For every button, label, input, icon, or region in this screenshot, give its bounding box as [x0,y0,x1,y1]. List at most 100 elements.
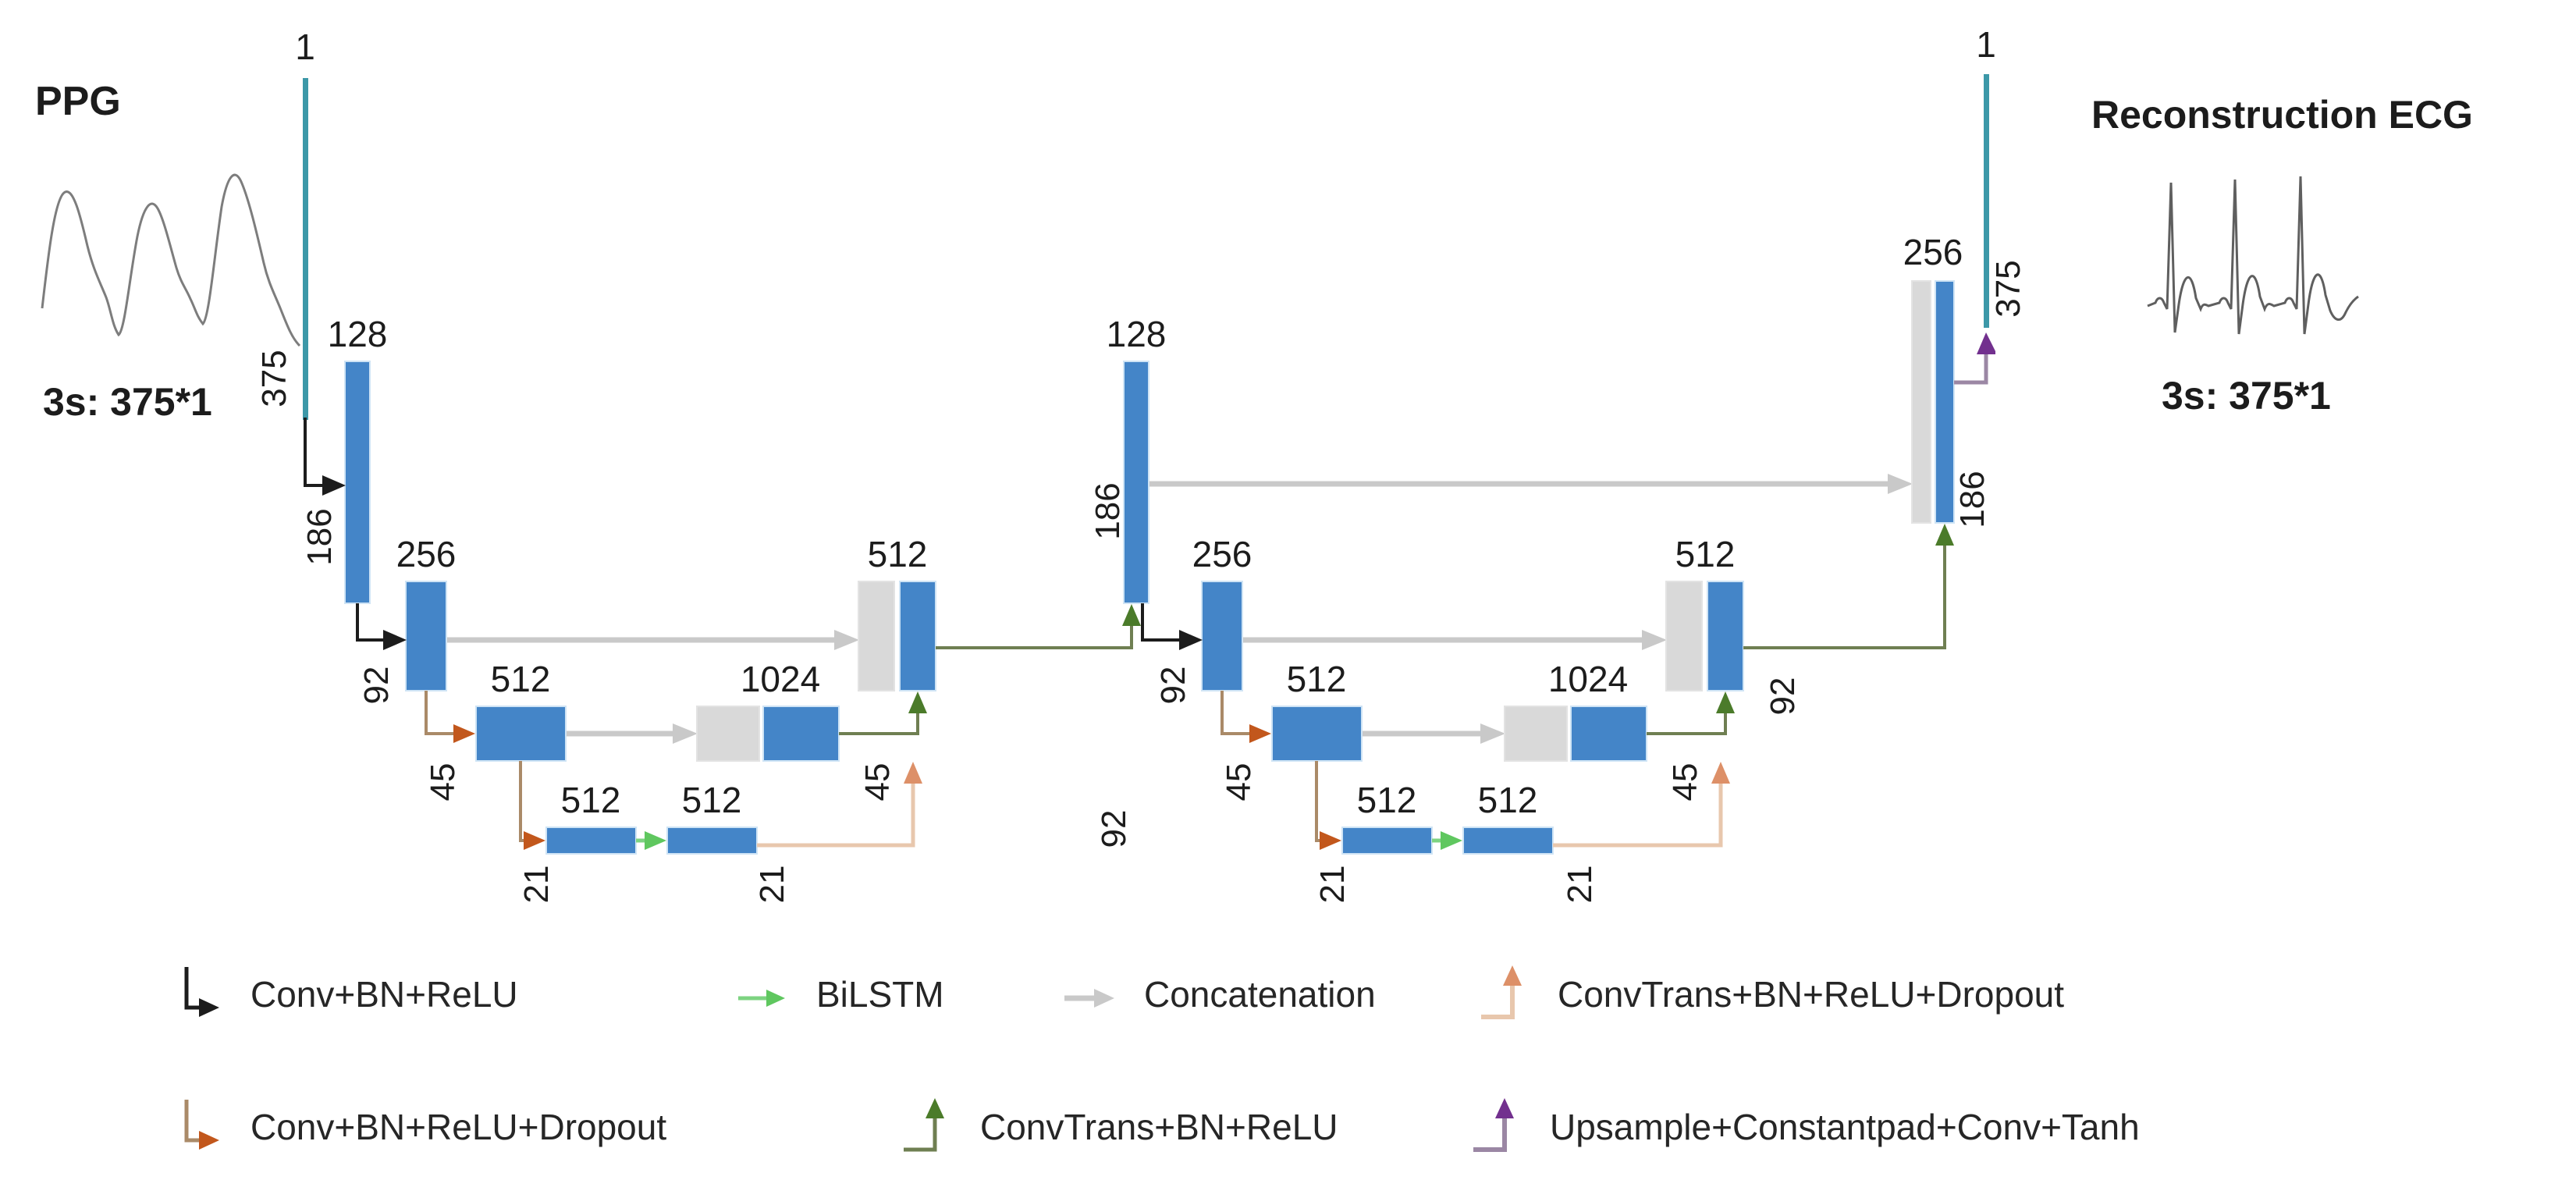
block-u2-dec-512-concat [1665,581,1703,691]
length-label: 92 [1764,677,1802,716]
elbow-up-darkgreen-icon [904,1098,944,1152]
block-u1-enc-128 [344,361,371,604]
length-label: 186 [1953,471,1992,528]
block-u1-dec-512 [899,581,936,691]
block-u1-enc-512 [475,706,567,762]
convtrans-arrow-u2-186 [1743,524,1954,649]
channels-label: 512 [560,780,621,820]
block-u2-dec-256-concat [1911,280,1931,524]
convtrans-dropout-arrows [757,762,1730,848]
channels-label: 512 [867,534,928,574]
block-u2-bottom-512-a [1341,827,1433,855]
concatenation-arrows [446,474,1913,744]
length-label: 21 [1561,865,1599,904]
block-u2-dec-1024 [1570,706,1647,762]
length-label: 45 [1220,763,1258,802]
conv-bn-relu-arrows [304,418,1203,650]
ecg-waveform [2147,176,2359,335]
channels-label: 128 [327,314,388,354]
legend-label: ConvTrans+BN+ReLU+Dropout [1558,974,2065,1015]
length-label: 45 [1666,763,1704,802]
conv-dropout-arrow-u1-1 [425,691,475,743]
legend-item-upsample-constantpad-conv-tanh: Upsample+Constantpad+Conv+Tanh [1467,1091,2140,1163]
legend-item-convtrans-bn-relu-dropout: ConvTrans+BN+ReLU+Dropout [1475,958,2064,1030]
elbow-up-purple-icon [1473,1098,1514,1152]
input-signal-line [303,78,308,420]
length-label: 45 [858,763,897,802]
block-u2-enc-256 [1201,581,1243,691]
block-u2-bottom-512-b [1462,827,1554,855]
legend-item-concatenation: Concatenation [1061,958,1376,1030]
channels-label: 512 [1286,659,1347,699]
channels-label: 512 [1356,780,1417,820]
channels-label: 512 [681,780,742,820]
length-label: 186 [1089,482,1127,540]
block-u1-bottom-512-a [545,827,637,855]
legend-label: Conv+BN+ReLU+Dropout [250,1107,667,1147]
channels-label: 256 [1903,232,1963,272]
legend-label: BiLSTM [816,974,944,1015]
legend-item-conv-bn-relu-dropout: Conv+BN+ReLU+Dropout [168,1091,666,1163]
elbow-up-tan-icon [1481,965,1522,1019]
block-u1-bottom-512-b [666,827,758,855]
length-label: 375 [255,350,293,407]
elbow-right-black-icon [184,967,219,1017]
length-label: 92 [357,666,396,705]
upsample-output-arrow [1954,354,1986,385]
block-u2-dec-256 [1935,280,1955,524]
conv-dropout-arrow-u2-2 [1315,761,1341,850]
legend-item-conv-bn-relu: Conv+BN+ReLU [168,958,518,1030]
block-u1-enc-256 [405,581,447,691]
convtrans-dropout-arrow-u1 [757,762,922,848]
ecg-title: Reconstruction ECG [2091,93,2473,137]
conv-dropout-arrows [425,691,1341,850]
channels-label: 512 [490,659,551,699]
conv-arrow-u2-1 [1141,603,1203,650]
output-signal-line [1984,74,1989,328]
block-u1-dec-1024-concat [696,706,760,762]
block-u2-dec-1024-concat [1504,706,1568,762]
channels-label: 512 [1675,534,1736,574]
legend-label: ConvTrans+BN+ReLU [980,1107,1338,1147]
convtrans-arrows [839,524,1954,735]
ppg-dims-label: 3s: 375*1 [43,380,212,424]
block-u2-dec-512 [1707,581,1744,691]
elbow-right-orange-icon [184,1100,219,1150]
input-channels-label: 1 [295,27,315,67]
length-label: 21 [517,865,556,904]
legend-item-bilstm: BiLSTM [734,958,944,1030]
length-label: 375 [1989,260,2027,318]
convtrans-arrow-u1-45 [839,691,927,735]
conv-dropout-arrow-u1-2 [519,761,545,850]
ppg-waveform [41,173,301,347]
ecg-dims-label: 3s: 375*1 [2162,374,2331,418]
unet1-blocks [344,361,1149,855]
length-label: 21 [753,865,791,904]
conv-dropout-arrow-u2-1 [1220,691,1271,743]
channels-label: 256 [396,534,457,574]
legend-item-convtrans-bn-relu: ConvTrans+BN+ReLU [897,1091,1338,1163]
convtrans-arrow-u2-45 [1647,691,1735,735]
arrow-right-green-icon [738,990,785,1007]
length-label: 45 [424,763,462,802]
legend-label: Upsample+Constantpad+Conv+Tanh [1550,1107,2140,1147]
length-label: 92 [1095,809,1133,848]
conv-arrow-u1-2 [356,603,407,650]
unet2-blocks [1201,280,1955,855]
length-label: 186 [300,508,339,566]
block-u1-dec-1024 [762,706,840,762]
channels-label: 256 [1192,534,1252,574]
block-u2-enc-512 [1271,706,1363,762]
block-center-128 [1123,361,1149,604]
legend-label: Conv+BN+ReLU [250,974,518,1015]
channels-label: 1024 [1547,659,1629,699]
legend-label: Concatenation [1144,974,1376,1015]
convtrans-arrow-u1-186 [936,604,1141,649]
conv-arrow-input [304,418,346,496]
output-channels-label: 1 [1976,24,1996,65]
convtrans-dropout-arrow-u2 [1553,762,1730,848]
arrow-right-gray-icon [1064,989,1114,1008]
channels-label: 1024 [740,659,821,699]
channels-label: 512 [1477,780,1538,820]
